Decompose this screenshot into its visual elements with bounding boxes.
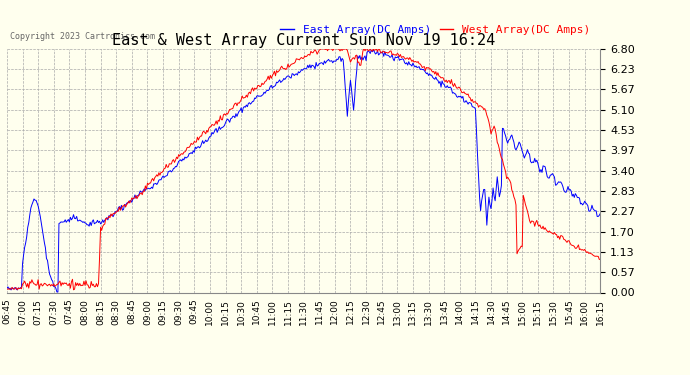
Title: East & West Array Current Sun Nov 19 16:24: East & West Array Current Sun Nov 19 16:… [112,33,495,48]
Text: Copyright 2023 Cartronics.com: Copyright 2023 Cartronics.com [10,32,155,41]
Legend: East Array(DC Amps), West Array(DC Amps): East Array(DC Amps), West Array(DC Amps) [276,20,595,39]
